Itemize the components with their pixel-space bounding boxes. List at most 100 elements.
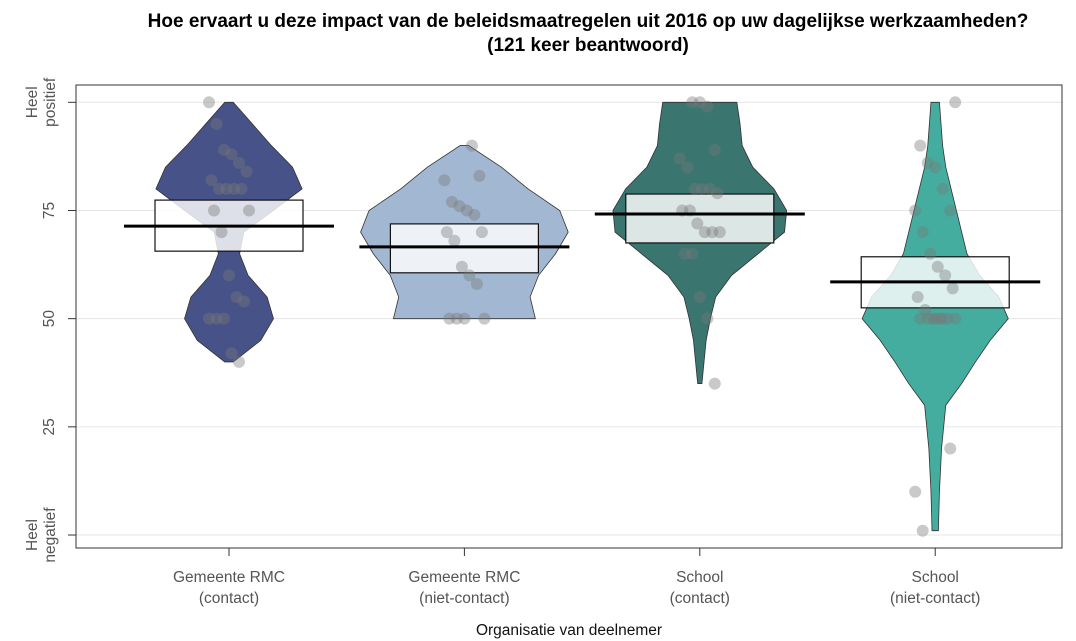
data-point	[478, 312, 491, 325]
data-point	[931, 260, 944, 273]
chart-title: Hoe ervaart u deze impact van de beleids…	[147, 11, 1029, 56]
data-point	[909, 204, 922, 217]
data-point	[944, 442, 957, 455]
data-point	[448, 234, 461, 247]
data-point	[235, 182, 248, 195]
data-point	[240, 165, 253, 178]
ci-box	[389, 223, 539, 274]
data-point	[909, 485, 922, 498]
data-point	[460, 204, 473, 217]
data-point	[210, 117, 223, 130]
y-tick-label: 50	[41, 310, 58, 328]
y-tick-label: Heel	[24, 519, 41, 551]
data-point	[218, 143, 230, 156]
y-tick-label: 75	[41, 202, 58, 219]
data-point	[205, 174, 218, 187]
data-point	[693, 291, 706, 304]
data-point	[693, 96, 706, 109]
data-point	[463, 269, 476, 282]
data-point	[708, 377, 721, 390]
data-point	[228, 182, 240, 195]
data-point	[703, 182, 716, 195]
y-tick-label-group: Heel negatief	[24, 507, 59, 563]
x-tick-label: (contact)	[670, 590, 730, 607]
data-point	[443, 312, 456, 325]
data-point	[238, 295, 250, 308]
data-point	[701, 100, 714, 113]
data-point	[233, 355, 245, 368]
data-point	[939, 269, 952, 282]
y-tick-label-group: Heel positief	[24, 77, 59, 127]
x-tick-label: (contact)	[199, 590, 259, 607]
data-point	[458, 312, 471, 325]
data-point	[916, 226, 929, 239]
x-tick-label: Gemeente RMC	[408, 569, 520, 586]
data-point	[220, 182, 233, 195]
data-point	[911, 291, 924, 304]
data-point	[949, 312, 962, 325]
data-point	[934, 312, 947, 325]
data-point	[450, 312, 463, 325]
y-tick-label: negatief	[42, 507, 59, 563]
y-tick-label-group: 25	[41, 418, 58, 435]
data-point	[706, 226, 719, 239]
y-tick-label: 25	[41, 418, 58, 435]
data-point	[686, 247, 699, 260]
data-point	[919, 304, 932, 317]
data-point	[465, 139, 478, 152]
data-point	[445, 195, 458, 208]
data-point	[678, 247, 691, 260]
data-point	[468, 208, 481, 221]
data-point	[223, 269, 235, 282]
data-point	[440, 226, 453, 239]
data-point	[929, 161, 942, 174]
data-point	[243, 204, 255, 217]
data-point	[926, 312, 939, 325]
data-point	[686, 96, 699, 109]
x-axis-label: Organisatie van deelnemer	[476, 622, 662, 639]
data-point	[438, 174, 451, 187]
data-point	[210, 312, 223, 325]
x-tick-label: School	[676, 569, 723, 586]
data-point	[230, 291, 243, 304]
data-point	[215, 226, 228, 239]
data-point	[681, 161, 694, 174]
data-point	[233, 156, 245, 169]
data-point	[936, 182, 949, 195]
data-point	[473, 169, 486, 182]
data-point	[924, 247, 937, 260]
data-point	[203, 96, 215, 109]
data-point	[713, 226, 726, 239]
ci-box	[625, 193, 775, 244]
y-tick-label-group: 50	[41, 310, 58, 328]
data-point	[701, 312, 714, 325]
x-tick-label: Gemeente RMC	[173, 569, 285, 586]
data-point	[916, 524, 929, 537]
data-point	[698, 226, 711, 239]
x-tick-label: (niet-contact)	[419, 590, 509, 607]
data-point	[213, 182, 225, 195]
plot-frame	[75, 84, 1063, 549]
data-point	[673, 152, 686, 165]
data-point	[914, 139, 927, 152]
data-point	[949, 96, 962, 109]
data-point	[218, 312, 230, 325]
data-point	[475, 226, 488, 239]
data-point	[708, 143, 721, 156]
x-tick-label: (niet-contact)	[890, 590, 980, 607]
x-tick-label: School	[911, 569, 958, 586]
data-point	[455, 260, 468, 273]
data-point	[921, 312, 934, 325]
data-point	[691, 217, 704, 230]
data-point	[936, 312, 949, 325]
data-point	[688, 182, 701, 195]
data-point	[225, 148, 238, 161]
data-point	[225, 347, 238, 360]
data-point	[208, 204, 220, 217]
y-tick-label-group: 75	[41, 202, 58, 219]
data-point	[711, 187, 724, 200]
data-point	[203, 312, 215, 325]
data-point	[453, 200, 466, 213]
data-point	[921, 156, 934, 169]
